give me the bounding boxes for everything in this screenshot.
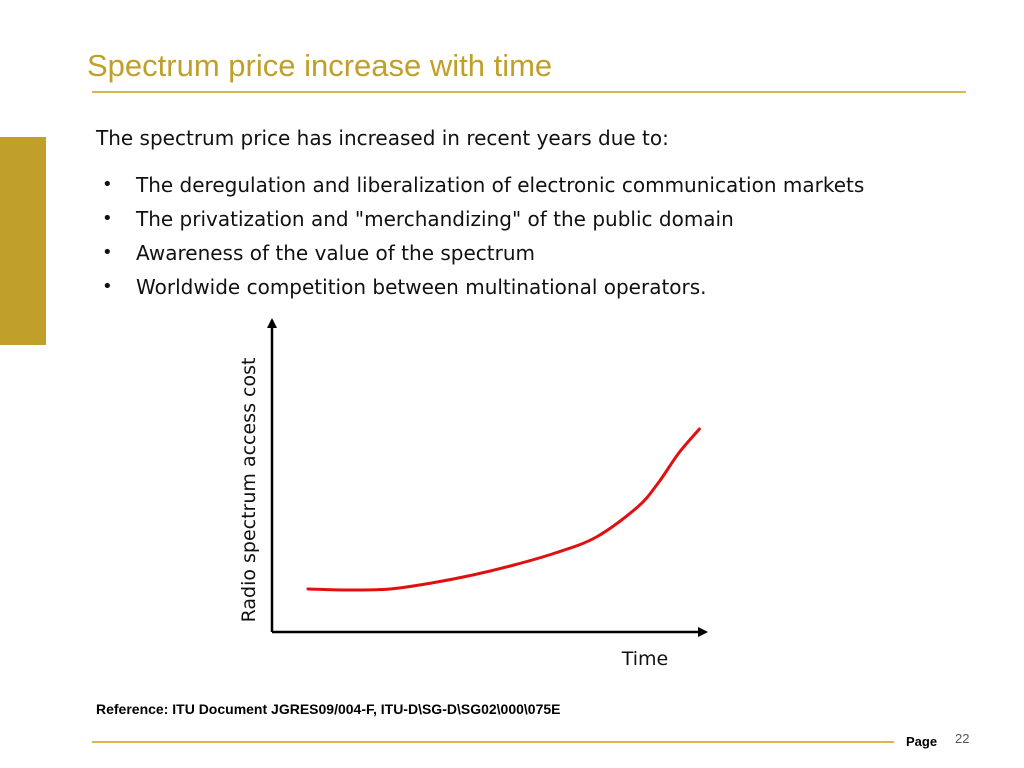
bullet-item: • Awareness of the value of the spectrum bbox=[102, 236, 864, 270]
bullet-list: • The deregulation and liberalization of … bbox=[102, 168, 864, 304]
page-label: Page bbox=[906, 734, 938, 749]
bullet-item: • The deregulation and liberalization of … bbox=[102, 168, 864, 202]
bullet-dot: • bbox=[102, 276, 113, 297]
y-axis-label: Radio spectrum access cost bbox=[238, 358, 260, 623]
bullet-text: The deregulation and liberalization of e… bbox=[136, 173, 865, 197]
accent-bar bbox=[0, 137, 46, 345]
bullet-dot: • bbox=[102, 242, 113, 263]
bullet-text: Worldwide competition between multinatio… bbox=[136, 275, 707, 299]
page-number: 22 bbox=[955, 731, 970, 746]
x-axis-label: Time bbox=[621, 648, 669, 670]
cost-curve bbox=[306, 427, 701, 592]
bullet-dot: • bbox=[102, 174, 113, 195]
bullet-text: Awareness of the value of the spectrum bbox=[136, 241, 536, 265]
title-divider bbox=[92, 91, 966, 93]
footer-divider bbox=[92, 741, 894, 743]
bullet-text: The privatization and "merchandizing" of… bbox=[136, 207, 734, 231]
cost-chart: Radio spectrum access cost Time bbox=[238, 318, 708, 670]
reference-note: Reference: ITU Document JGRES09/004-F, I… bbox=[96, 701, 561, 717]
bullet-item: • Worldwide competition between multinati… bbox=[102, 270, 864, 304]
intro-text: The spectrum price has increased in rece… bbox=[96, 126, 669, 150]
bullet-item: • The privatization and "merchandizing" o… bbox=[102, 202, 864, 236]
slide-title: Spectrum price increase with time bbox=[87, 48, 553, 83]
bullet-dot: • bbox=[102, 208, 113, 229]
